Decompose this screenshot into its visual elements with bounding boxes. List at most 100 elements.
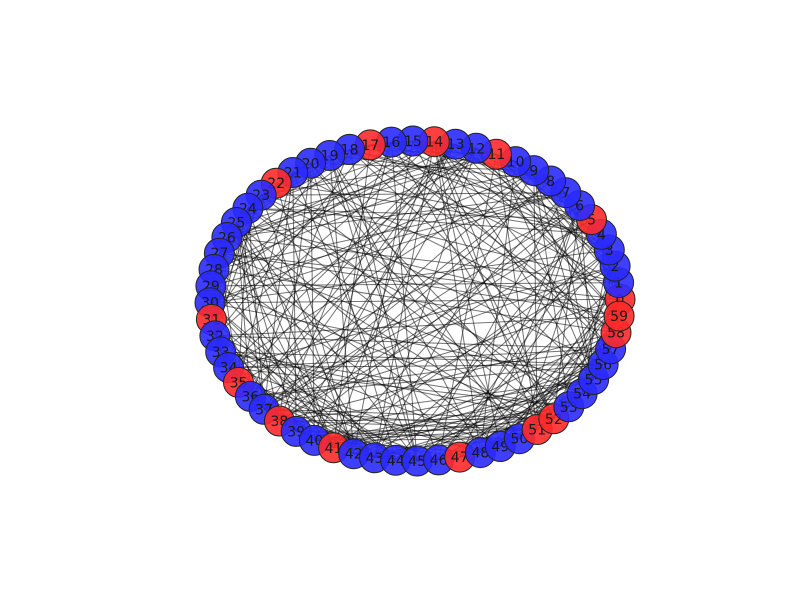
graph-edge (369, 144, 617, 333)
node-label: 3 (605, 243, 614, 259)
graph-edge (276, 182, 602, 235)
node-label: 47 (451, 450, 469, 466)
graph-edge (228, 348, 611, 369)
graph-edge (278, 163, 312, 422)
graph-edge (250, 265, 616, 397)
graph-edge (209, 302, 375, 459)
graph-edge (518, 282, 620, 439)
graph-edge (499, 282, 620, 447)
graph-edge (209, 302, 594, 380)
graph-edge (209, 298, 621, 304)
node-label: 13 (447, 137, 465, 153)
node-label: 9 (529, 164, 538, 180)
graph-edge (433, 141, 611, 350)
graph-edge (210, 285, 554, 420)
graph-edge (219, 252, 620, 317)
graph-edge (295, 205, 580, 432)
graph-edge (353, 379, 594, 455)
graph-edge (226, 147, 477, 238)
graph-edge (329, 155, 355, 454)
graph-edge (261, 194, 619, 284)
graph-edge (263, 298, 621, 410)
graph-edge (333, 141, 435, 448)
graph-edge (219, 141, 435, 254)
node-label: 6 (575, 199, 584, 215)
node-layer: 0123456789101112131415161718192021222324… (194, 125, 636, 477)
graph-edge (247, 208, 265, 410)
node-label: 45 (408, 454, 426, 470)
graph-edge (459, 298, 621, 458)
graph-edge (279, 233, 602, 422)
graph-edge (438, 154, 497, 460)
graph-edge (391, 141, 611, 350)
graph-edge (214, 335, 611, 350)
node-label: 59 (610, 309, 628, 325)
graph-edge (209, 192, 567, 304)
graph-edge (235, 222, 265, 410)
node-label: 43 (366, 451, 384, 467)
graph-edge (295, 143, 456, 432)
graph-edge (228, 367, 481, 454)
node-label: 42 (345, 447, 363, 463)
node-label: 5 (587, 213, 596, 229)
graph-edge (292, 172, 297, 432)
node-label: 1 (614, 276, 623, 292)
graph-edge (209, 249, 610, 304)
graph-edge (533, 170, 570, 407)
graph-node-44: 44 (380, 444, 412, 476)
node-label: 44 (387, 453, 405, 469)
graph-edge (349, 148, 617, 334)
graph-edge (214, 144, 371, 337)
graph-edge (226, 192, 566, 238)
graph-edge (370, 144, 610, 251)
graph-edge (210, 155, 331, 320)
graph-edge (249, 149, 351, 397)
graph-edge (250, 143, 456, 397)
graph-edge (329, 155, 418, 462)
graph-edge (374, 170, 535, 459)
graph-edge (263, 170, 535, 410)
node-circle (603, 300, 635, 332)
graph-edge (261, 153, 497, 196)
node-label: 7 (561, 186, 570, 202)
graph-edge (313, 141, 392, 441)
graph-edge (263, 172, 294, 410)
graph-edge (438, 348, 611, 461)
graph-edge (479, 161, 517, 453)
node-label: 0 (616, 292, 625, 308)
graph-edge (226, 237, 619, 284)
graph-edge (238, 381, 481, 454)
node-label: 8 (546, 174, 555, 190)
graph-node-17: 17 (354, 129, 386, 161)
graph-node-59: 59 (603, 300, 635, 332)
graph-edge (314, 406, 569, 441)
graph-edge (219, 252, 501, 447)
graph-edge (235, 222, 335, 448)
graph-edge (214, 315, 620, 337)
node-label: 41 (325, 441, 343, 457)
graph-edge (475, 147, 620, 317)
node-label: 11 (487, 147, 505, 163)
graph-edge (211, 141, 392, 320)
graph-edge (214, 141, 435, 337)
node-label: 16 (382, 135, 400, 151)
node-label: 2 (611, 259, 620, 275)
graph-edge (292, 172, 617, 334)
graph-edge (349, 149, 594, 380)
graph-edge (329, 155, 481, 453)
graph-edge (219, 252, 621, 300)
graph-edge (260, 194, 604, 365)
node-label: 4 (597, 227, 606, 243)
graph-edge (479, 205, 581, 453)
graph-edge (214, 335, 501, 447)
graph-edge (314, 418, 554, 441)
graph-edge (296, 429, 538, 432)
graph-edge (238, 208, 249, 383)
graph-edge (228, 367, 569, 408)
graph-edge (213, 192, 567, 270)
node-label: 15 (404, 134, 422, 150)
node-label: 14 (425, 135, 443, 151)
node-label: 48 (471, 446, 489, 462)
graph-edge (310, 162, 555, 420)
